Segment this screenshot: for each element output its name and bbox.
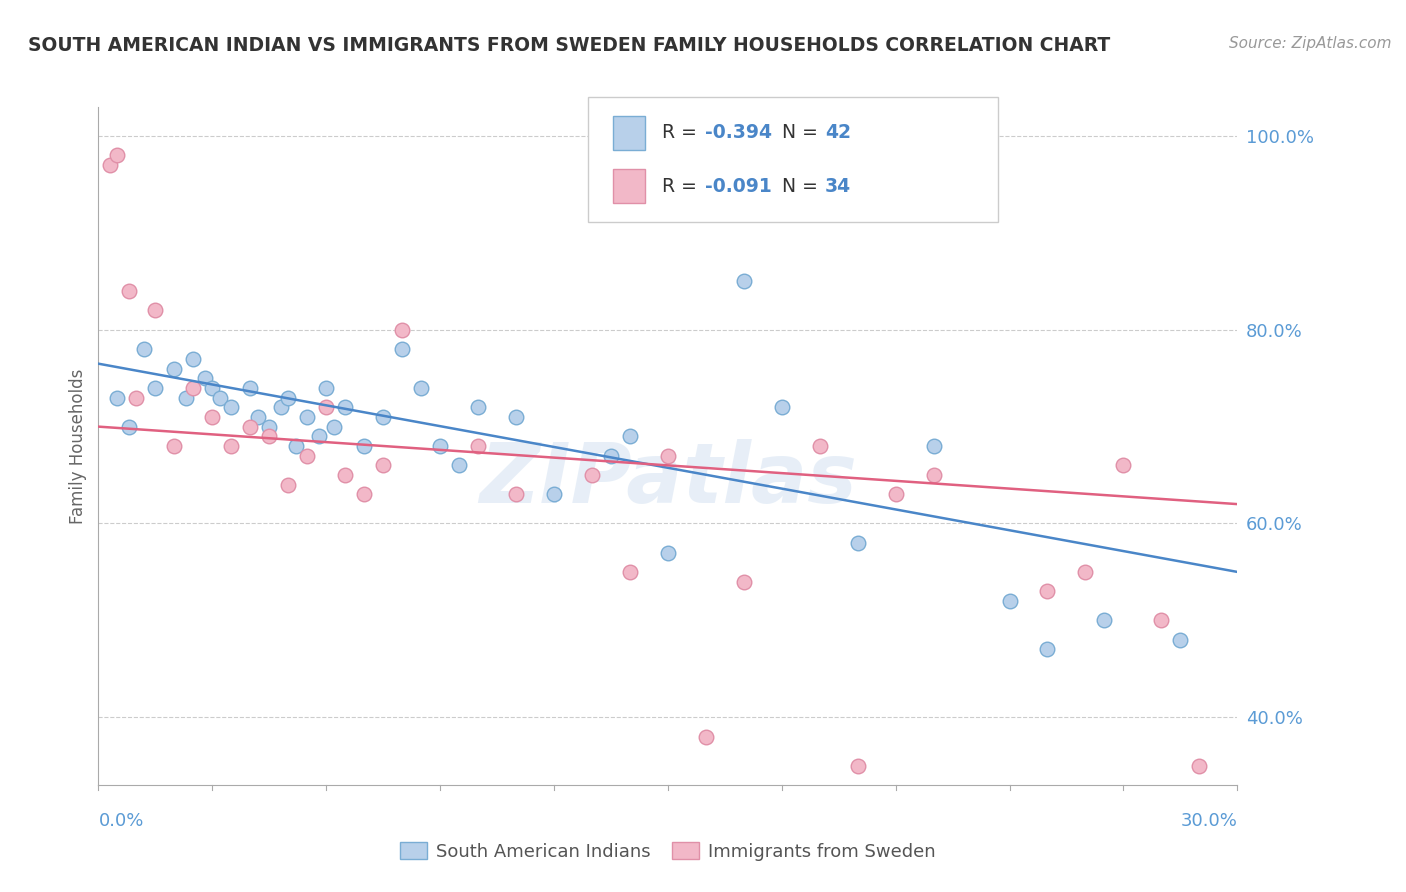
Point	[505, 487, 527, 501]
Point	[297, 449, 319, 463]
Point	[353, 439, 375, 453]
Point	[846, 536, 869, 550]
Point	[322, 419, 344, 434]
Point	[107, 391, 129, 405]
Point	[1074, 565, 1097, 579]
Point	[884, 487, 907, 501]
Text: N =: N =	[782, 123, 824, 143]
Point	[201, 409, 224, 424]
Point	[118, 419, 141, 434]
Point	[239, 381, 262, 395]
Point	[619, 565, 641, 579]
Point	[297, 409, 319, 424]
Point	[657, 545, 679, 559]
Y-axis label: Family Households: Family Households	[69, 368, 87, 524]
Point	[335, 468, 357, 483]
Point	[221, 439, 243, 453]
Point	[277, 477, 299, 491]
Point	[125, 391, 148, 405]
Point	[163, 439, 186, 453]
Point	[657, 449, 679, 463]
Text: 34: 34	[825, 177, 851, 196]
Text: 30.0%: 30.0%	[1181, 812, 1237, 830]
Point	[208, 391, 231, 405]
Point	[163, 361, 186, 376]
Point	[1112, 458, 1135, 473]
Point	[998, 594, 1021, 608]
Point	[183, 351, 205, 366]
Point	[335, 401, 357, 415]
Text: -0.091: -0.091	[706, 177, 772, 196]
Point	[467, 401, 489, 415]
Point	[1036, 642, 1059, 657]
Point	[695, 730, 717, 744]
Point	[770, 401, 793, 415]
Point	[1036, 584, 1059, 599]
Point	[259, 419, 281, 434]
Point	[581, 468, 603, 483]
Point	[808, 439, 831, 453]
Point	[371, 458, 394, 473]
Point	[1188, 758, 1211, 772]
Point	[239, 419, 262, 434]
Point	[145, 381, 167, 395]
Text: Source: ZipAtlas.com: Source: ZipAtlas.com	[1229, 36, 1392, 51]
Text: 42: 42	[825, 123, 851, 143]
Point	[447, 458, 470, 473]
Point	[733, 574, 755, 589]
Point	[259, 429, 281, 443]
Text: N =: N =	[782, 177, 824, 196]
Point	[391, 323, 413, 337]
Point	[277, 391, 299, 405]
Point	[246, 409, 269, 424]
Point	[1094, 613, 1116, 627]
Text: 0.0%: 0.0%	[98, 812, 143, 830]
Point	[194, 371, 217, 385]
Point	[429, 439, 451, 453]
Point	[846, 758, 869, 772]
Point	[922, 439, 945, 453]
Point	[145, 303, 167, 318]
Point	[733, 274, 755, 288]
Point	[174, 391, 197, 405]
Text: ZIPatlas: ZIPatlas	[479, 440, 856, 520]
Legend: South American Indians, Immigrants from Sweden: South American Indians, Immigrants from …	[392, 835, 943, 868]
Point	[543, 487, 565, 501]
Point	[107, 148, 129, 162]
Point	[467, 439, 489, 453]
Point	[284, 439, 307, 453]
Point	[308, 429, 330, 443]
FancyBboxPatch shape	[613, 116, 645, 150]
Point	[1150, 613, 1173, 627]
Point	[315, 401, 337, 415]
Text: -0.394: -0.394	[706, 123, 772, 143]
Point	[600, 449, 623, 463]
Point	[118, 284, 141, 298]
FancyBboxPatch shape	[613, 169, 645, 203]
Text: R =: R =	[662, 123, 703, 143]
Point	[132, 342, 155, 356]
Point	[619, 429, 641, 443]
Point	[221, 401, 243, 415]
Text: SOUTH AMERICAN INDIAN VS IMMIGRANTS FROM SWEDEN FAMILY HOUSEHOLDS CORRELATION CH: SOUTH AMERICAN INDIAN VS IMMIGRANTS FROM…	[28, 36, 1111, 54]
Text: R =: R =	[662, 177, 703, 196]
Point	[371, 409, 394, 424]
Point	[391, 342, 413, 356]
Point	[98, 158, 121, 172]
Point	[505, 409, 527, 424]
FancyBboxPatch shape	[588, 97, 998, 222]
Point	[1170, 632, 1192, 647]
Point	[353, 487, 375, 501]
Point	[922, 468, 945, 483]
Point	[270, 401, 292, 415]
Point	[183, 381, 205, 395]
Point	[315, 381, 337, 395]
Point	[411, 381, 433, 395]
Point	[201, 381, 224, 395]
